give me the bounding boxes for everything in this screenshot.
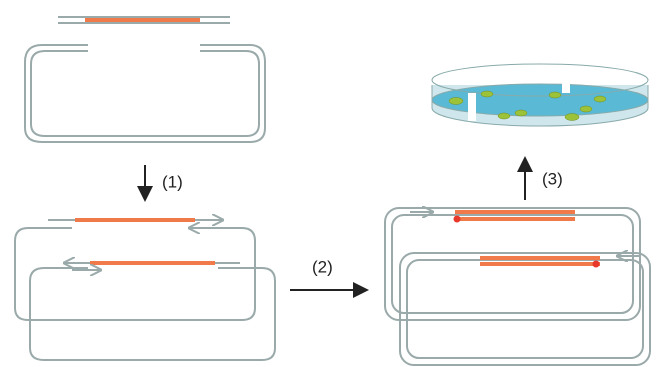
pcr-products	[385, 208, 650, 365]
pcr-templates	[15, 220, 275, 360]
insert	[58, 17, 230, 23]
step-label: (1)	[162, 172, 183, 191]
step-label: (3)	[542, 169, 563, 188]
petri-dish	[432, 64, 648, 126]
vector	[25, 45, 265, 142]
step-label: (2)	[312, 257, 333, 276]
diagram: (1) (2) (3)	[0, 0, 656, 367]
